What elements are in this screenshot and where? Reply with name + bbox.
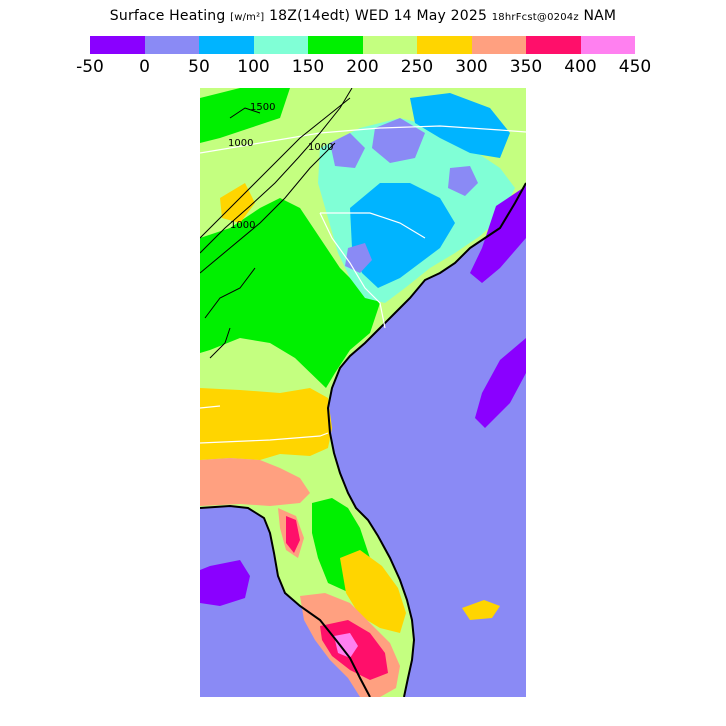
- heating-250-300-region: [220, 183, 255, 223]
- title-unit: [w/m²]: [230, 12, 265, 23]
- legend-swatch: [308, 36, 363, 54]
- coastline: [326, 182, 526, 697]
- color-legend: [90, 36, 635, 54]
- heating-250-300-region: [200, 388, 332, 460]
- contour-label: 1000: [230, 220, 255, 231]
- legend-swatch: [144, 36, 199, 54]
- legend-swatch: [362, 36, 417, 54]
- coastline: [200, 504, 371, 697]
- surface-heating-map: 1500 1000 1000 1000: [200, 88, 526, 697]
- legend-tick-label: -50: [76, 57, 104, 77]
- legend-tick-label: 50: [188, 57, 210, 77]
- color-legend-ticks: -50 0 50 100 150 200 250 300 350 400 450: [0, 57, 726, 79]
- contour-label: 1000: [228, 138, 253, 149]
- heating-50-100-region: [350, 183, 455, 288]
- heating-350-400-region: [286, 516, 300, 553]
- legend-tick-label: 250: [400, 57, 434, 77]
- legend-swatch: [580, 36, 635, 54]
- legend-tick-label: 200: [346, 57, 379, 77]
- contour-label: 1500: [250, 102, 275, 113]
- state-boundaries: [200, 125, 526, 444]
- title-model: NAM: [583, 8, 617, 24]
- heating-250-300-region: [340, 550, 406, 633]
- heating-negative-region: [475, 338, 526, 428]
- legend-swatch: [253, 36, 308, 54]
- legend-swatch: [471, 36, 526, 54]
- heating-150-200-region: [200, 198, 380, 388]
- legend-swatch: [199, 36, 254, 54]
- map-title: Surface Heating [w/m²] 18Z(14edt) WED 14…: [0, 8, 726, 24]
- map-panel: 1500 1000 1000 1000: [200, 88, 526, 697]
- heating-400-450-region: [334, 633, 358, 658]
- title-forecast-hour: 18hrFcst@0204z: [491, 12, 579, 23]
- title-variable: Surface Heating: [109, 8, 226, 24]
- heating-50-100-region: [410, 93, 510, 158]
- legend-tick-label: 450: [618, 57, 652, 77]
- heating-0-50-region: [330, 133, 365, 168]
- legend-tick-label: 150: [291, 57, 325, 77]
- heating-negative-region: [200, 560, 250, 606]
- heating-0-50-region: [372, 118, 425, 163]
- legend-tick-label: 100: [237, 57, 270, 77]
- heating-negative-region: [470, 186, 526, 283]
- legend-tick-label: 400: [564, 57, 597, 77]
- heating-150-200-region: [200, 258, 260, 323]
- heating-300-350-region: [200, 458, 310, 506]
- terrain-contours: [200, 88, 353, 359]
- legend-swatch: [417, 36, 472, 54]
- legend-tick-label: 0: [139, 57, 150, 77]
- island-area: [462, 600, 500, 620]
- legend-swatch: [526, 36, 581, 54]
- heating-0-50-region: [448, 166, 478, 196]
- heating-150-200-region: [200, 88, 290, 143]
- contour-label: 1000: [308, 142, 333, 153]
- legend-tick-label: 300: [455, 57, 488, 77]
- legend-tick-label: 350: [509, 57, 543, 77]
- title-valid-time: 18Z(14edt) WED 14 May 2025: [269, 8, 488, 24]
- legend-swatch: [90, 36, 145, 54]
